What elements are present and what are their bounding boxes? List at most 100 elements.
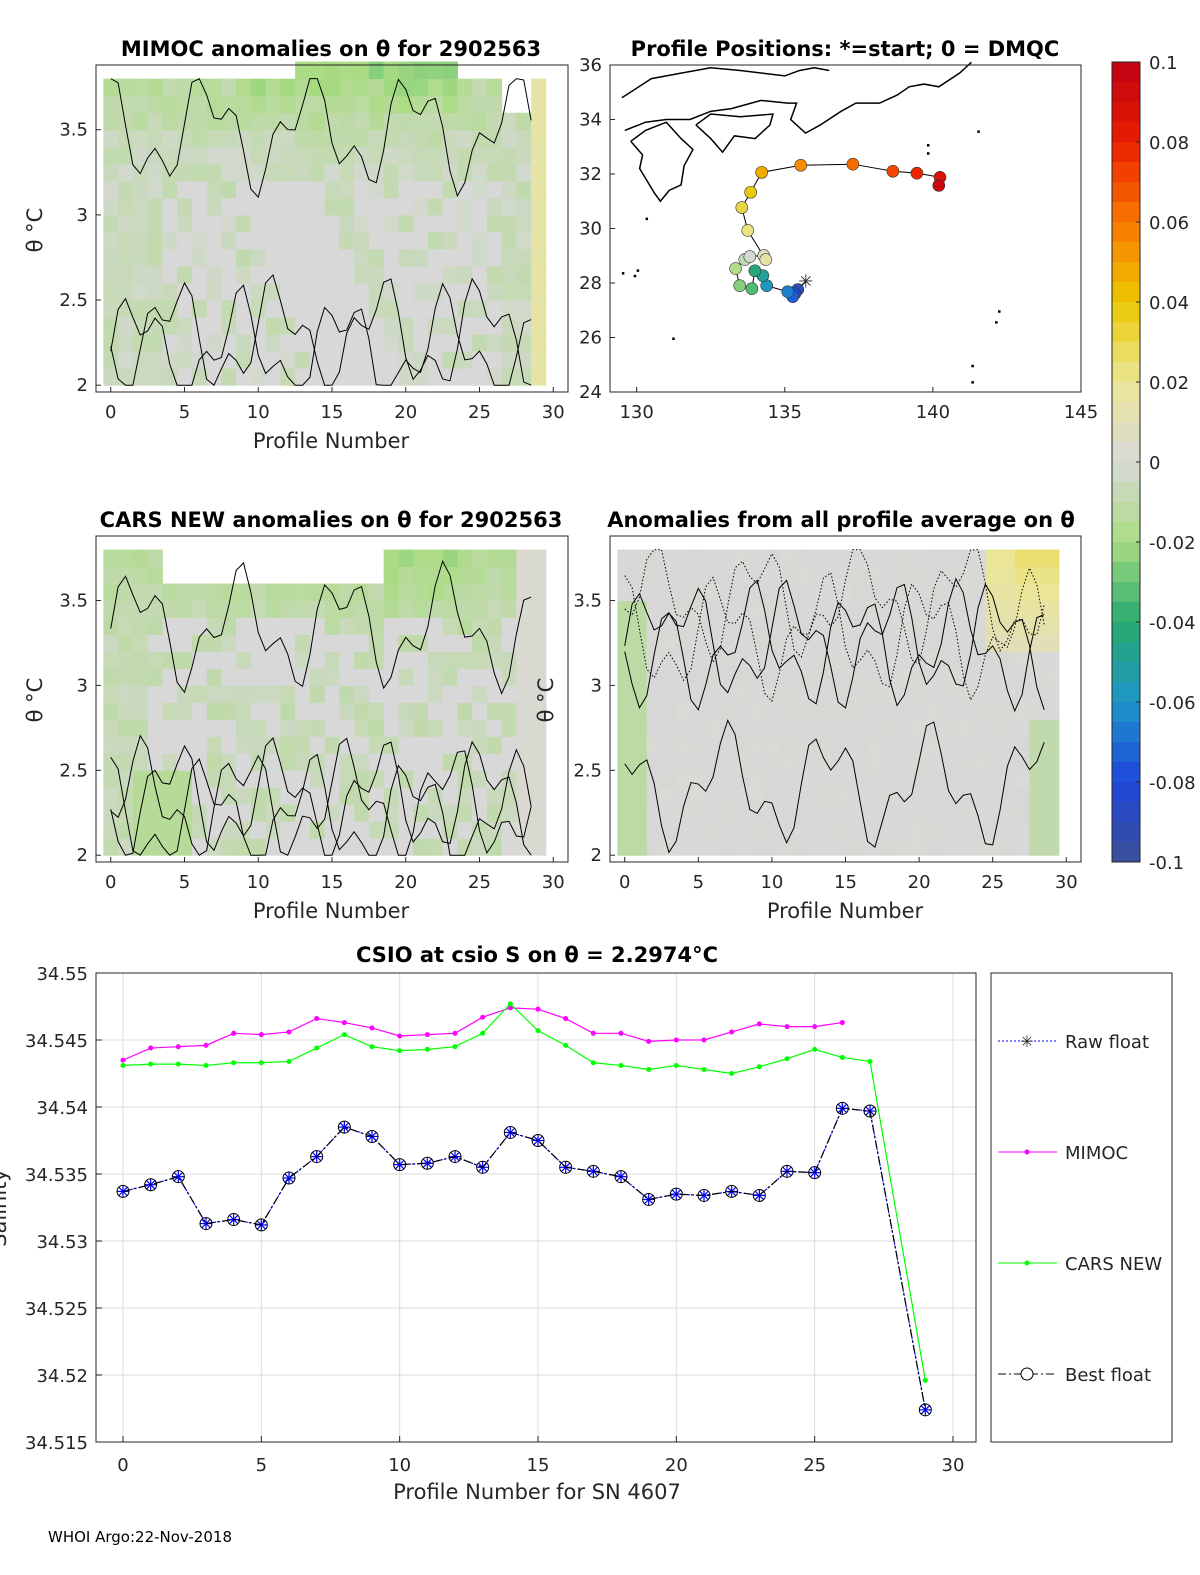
heatmap-cell — [472, 163, 488, 182]
heatmap-cell — [457, 180, 473, 199]
heatmap-cell — [531, 265, 547, 284]
heatmap-cell — [646, 634, 663, 652]
x-tick-label: 0 — [105, 872, 116, 893]
heatmap-cell — [897, 821, 913, 839]
heatmap-cell — [531, 129, 547, 148]
colorbar-swatch — [1112, 842, 1140, 863]
profile-position-marker — [743, 250, 757, 263]
heatmap-cell — [280, 317, 296, 335]
heatmap-cell — [250, 821, 267, 839]
heatmap-cell — [280, 685, 296, 703]
heatmap-cell — [793, 702, 810, 720]
contour-line — [624, 719, 1045, 854]
heatmap-cell — [941, 668, 957, 686]
heatmap-cell — [838, 549, 854, 568]
heatmap-cell — [472, 146, 488, 165]
cars-ylabel: θ °C — [23, 678, 47, 723]
heatmap-cell — [427, 265, 444, 284]
data-point-best-float — [365, 1129, 379, 1143]
heatmap-cell — [354, 351, 370, 369]
heatmap-cell — [413, 334, 429, 352]
heatmap-cell — [1000, 566, 1016, 585]
heatmap-cell — [457, 821, 473, 839]
heatmap-cell — [941, 719, 957, 737]
heatmap-cell — [309, 317, 326, 335]
heatmap-cell — [383, 583, 399, 602]
heatmap-cell — [617, 566, 633, 585]
y-tick-label: 34.54 — [36, 1098, 88, 1119]
heatmap-cell — [206, 300, 222, 318]
y-tick-label: 26 — [579, 328, 602, 349]
contour-line — [110, 748, 532, 856]
heatmap-cell — [265, 753, 281, 771]
heatmap-cell — [897, 804, 913, 822]
heatmap-cell — [823, 668, 839, 686]
heatmap-cell — [516, 736, 532, 754]
heatmap-cell — [501, 180, 517, 199]
y-tick-label: 3.5 — [59, 591, 88, 612]
heatmap-cell — [531, 146, 547, 165]
colorbar-tick-label: -0.06 — [1149, 693, 1196, 714]
heatmap-cell — [764, 651, 780, 669]
heatmap-cell — [280, 804, 296, 822]
heatmap-cell — [646, 600, 663, 618]
heatmap-cell — [162, 95, 178, 114]
heatmap-cell — [206, 770, 222, 788]
heatmap-cell — [897, 549, 913, 568]
heatmap-cell — [324, 668, 340, 686]
heatmap-cell — [206, 787, 222, 805]
x-tick-label: 30 — [942, 1455, 965, 1476]
data-point-cars-new — [231, 1060, 237, 1066]
heatmap-cell — [354, 248, 370, 267]
heatmap-cell — [690, 634, 707, 652]
heatmap-cell — [191, 95, 208, 114]
heatmap-cell — [191, 78, 208, 97]
data-point-mimoc — [646, 1038, 652, 1044]
heatmap-cell — [1000, 549, 1016, 568]
heatmap-cell — [177, 214, 193, 233]
heatmap-cell — [442, 317, 458, 335]
heatmap-cell — [486, 617, 503, 635]
heatmap-cell — [457, 95, 473, 114]
data-point-mimoc — [590, 1030, 596, 1036]
heatmap-cell — [442, 668, 458, 686]
heatmap-cell — [339, 248, 355, 267]
heatmap-cell — [206, 651, 222, 669]
heatmap-cell — [398, 317, 414, 335]
heatmap-cell — [309, 617, 326, 635]
heatmap-cell — [309, 804, 326, 822]
heatmap-cell — [735, 566, 751, 585]
heatmap-cell — [265, 736, 281, 754]
heatmap-cell — [324, 702, 340, 720]
heatmap-cell — [265, 95, 281, 114]
heatmap-cell — [779, 549, 795, 568]
colorbar-swatch — [1112, 242, 1140, 263]
heatmap-cell — [250, 300, 267, 318]
data-point-best-float — [420, 1156, 434, 1170]
heatmap-cell — [617, 549, 633, 568]
heatmap-cell — [368, 317, 385, 335]
data-point-best-float — [448, 1150, 462, 1164]
heatmap-cell — [720, 753, 736, 771]
heatmap-cell — [941, 787, 957, 805]
heatmap-cell — [764, 549, 780, 568]
heatmap-cell — [177, 95, 193, 114]
heatmap-cell — [250, 651, 267, 669]
heatmap-cell — [457, 736, 473, 754]
heatmap-cell — [118, 685, 134, 703]
colorbar-tick-label: 0.06 — [1149, 213, 1189, 234]
heatmap-cell — [162, 617, 178, 635]
heatmap-cell — [720, 600, 736, 618]
heatmap-cell — [162, 146, 178, 165]
heatmap-cell — [354, 61, 370, 80]
heatmap-cell — [486, 736, 503, 754]
heatmap-cell — [295, 668, 311, 686]
heatmap-cell — [705, 753, 721, 771]
y-tick-label: 24 — [579, 382, 602, 403]
heatmap-cell — [103, 283, 119, 301]
heatmap-cell — [661, 583, 677, 602]
colorbar-swatch — [1112, 82, 1140, 103]
data-point-cars-new — [756, 1064, 762, 1070]
data-point-best-float — [586, 1164, 600, 1178]
heatmap-cell — [103, 549, 119, 568]
